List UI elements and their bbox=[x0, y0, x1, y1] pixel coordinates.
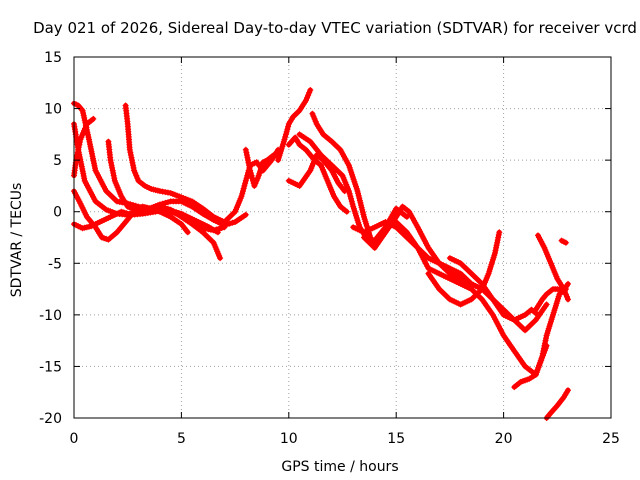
series-markers bbox=[543, 387, 571, 421]
series-track-22 bbox=[535, 232, 571, 303]
series-track-10 bbox=[275, 87, 314, 164]
series-markers bbox=[511, 286, 569, 391]
series-markers bbox=[105, 138, 249, 229]
series-track-12 bbox=[285, 152, 348, 195]
series-markers bbox=[285, 134, 350, 215]
grid bbox=[74, 57, 611, 418]
chart-title: Day 021 of 2026, Sidereal Day-to-day VTE… bbox=[33, 19, 637, 37]
plot-series bbox=[71, 87, 571, 421]
series-track-2 bbox=[71, 121, 224, 262]
series-track-19 bbox=[446, 255, 541, 323]
series-markers bbox=[425, 229, 503, 308]
series-markers bbox=[242, 146, 277, 189]
series-track-23 bbox=[543, 387, 571, 421]
series-markers bbox=[309, 110, 378, 251]
series-markers bbox=[275, 87, 314, 164]
y-tick-label: 10 bbox=[44, 102, 62, 118]
plot-frame bbox=[73, 56, 612, 419]
series-markers bbox=[122, 102, 228, 225]
y-axis-label: SDTVAR / TECUs bbox=[9, 183, 25, 298]
series-line bbox=[447, 255, 541, 323]
x-tick-label: 15 bbox=[387, 431, 405, 447]
series-markers bbox=[535, 232, 571, 303]
axis-ticks: 0 5 10 15 20 25 -20 -15 -10 -5 0 5 10 15 bbox=[39, 50, 620, 447]
series-track-24 bbox=[558, 237, 569, 246]
series-markers bbox=[71, 121, 224, 262]
y-tick-label: -10 bbox=[39, 308, 62, 324]
series-markers bbox=[285, 152, 348, 195]
x-tick-label: 0 bbox=[70, 431, 79, 447]
series-track-5 bbox=[71, 206, 221, 236]
series-markers bbox=[558, 237, 569, 246]
x-axis-label: GPS time / hours bbox=[281, 459, 398, 475]
y-tick-label: 5 bbox=[53, 153, 62, 169]
x-tick-label: 10 bbox=[280, 431, 298, 447]
series-line bbox=[71, 121, 223, 261]
series-track-6 bbox=[105, 138, 249, 229]
series-track-18 bbox=[425, 229, 503, 308]
series-track-20 bbox=[511, 286, 569, 391]
series-track-13 bbox=[309, 110, 378, 251]
x-tick-label: 5 bbox=[177, 431, 186, 447]
x-tick-label: 20 bbox=[495, 431, 513, 447]
series-track-9 bbox=[242, 146, 277, 189]
series-track-7 bbox=[122, 102, 228, 225]
y-tick-label: -20 bbox=[39, 411, 62, 427]
y-tick-label: 15 bbox=[44, 50, 62, 66]
y-tick-label: -15 bbox=[39, 359, 62, 375]
y-tick-label: 0 bbox=[53, 205, 62, 221]
y-tick-label: -5 bbox=[48, 256, 62, 272]
x-tick-label: 25 bbox=[602, 431, 620, 447]
series-markers bbox=[446, 255, 541, 323]
